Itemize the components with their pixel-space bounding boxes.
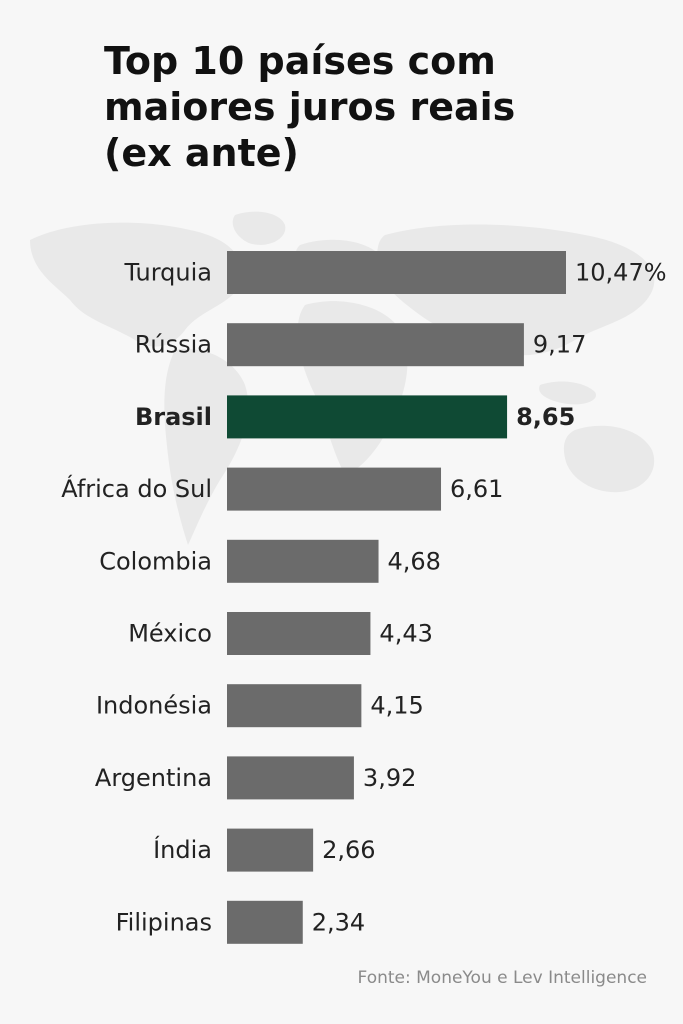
- category-label-9: Filipinas: [116, 908, 212, 936]
- chart-title: Top 10 países com maiores juros reais (e…: [104, 39, 516, 175]
- category-label-1: Rússia: [135, 331, 212, 359]
- value-label-1: 9,17: [533, 331, 586, 359]
- value-label-3: 6,61: [450, 475, 503, 503]
- bar-8: [227, 828, 314, 872]
- source-note: Fonte: MoneYou e Lev Intelligence: [357, 968, 647, 988]
- bar-3: [227, 467, 442, 511]
- bars-layer: Turquia 10,47% Rússia 9,17 Brasil 8,65 África …: [61, 251, 667, 944]
- category-label-3: África do Sul: [61, 474, 212, 503]
- category-label-4: Colombia: [99, 547, 212, 575]
- category-label-7: Argentina: [95, 764, 212, 792]
- category-label-2: Brasil: [135, 403, 212, 431]
- value-label-4: 4,68: [388, 547, 441, 575]
- bar-9: [227, 900, 303, 944]
- value-label-8: 2,66: [322, 836, 375, 864]
- value-label-7: 3,92: [363, 764, 416, 792]
- value-label-6: 4,15: [370, 692, 423, 720]
- value-label-2: 8,65: [516, 403, 575, 431]
- bar-6: [227, 684, 362, 728]
- bar-2: [227, 395, 508, 439]
- value-label-0: 10,47%: [575, 259, 667, 287]
- bar-0: [227, 251, 566, 294]
- value-label-5: 4,43: [379, 620, 432, 648]
- bar-1: [227, 323, 524, 367]
- bar-5: [227, 612, 371, 655]
- category-label-8: Índia: [153, 835, 212, 864]
- category-label-0: Turquia: [124, 259, 213, 287]
- bar-4: [227, 539, 379, 583]
- value-label-9: 2,34: [312, 908, 365, 936]
- bar-7: [227, 756, 354, 800]
- category-label-6: Indonésia: [96, 692, 212, 720]
- category-label-5: México: [128, 620, 212, 648]
